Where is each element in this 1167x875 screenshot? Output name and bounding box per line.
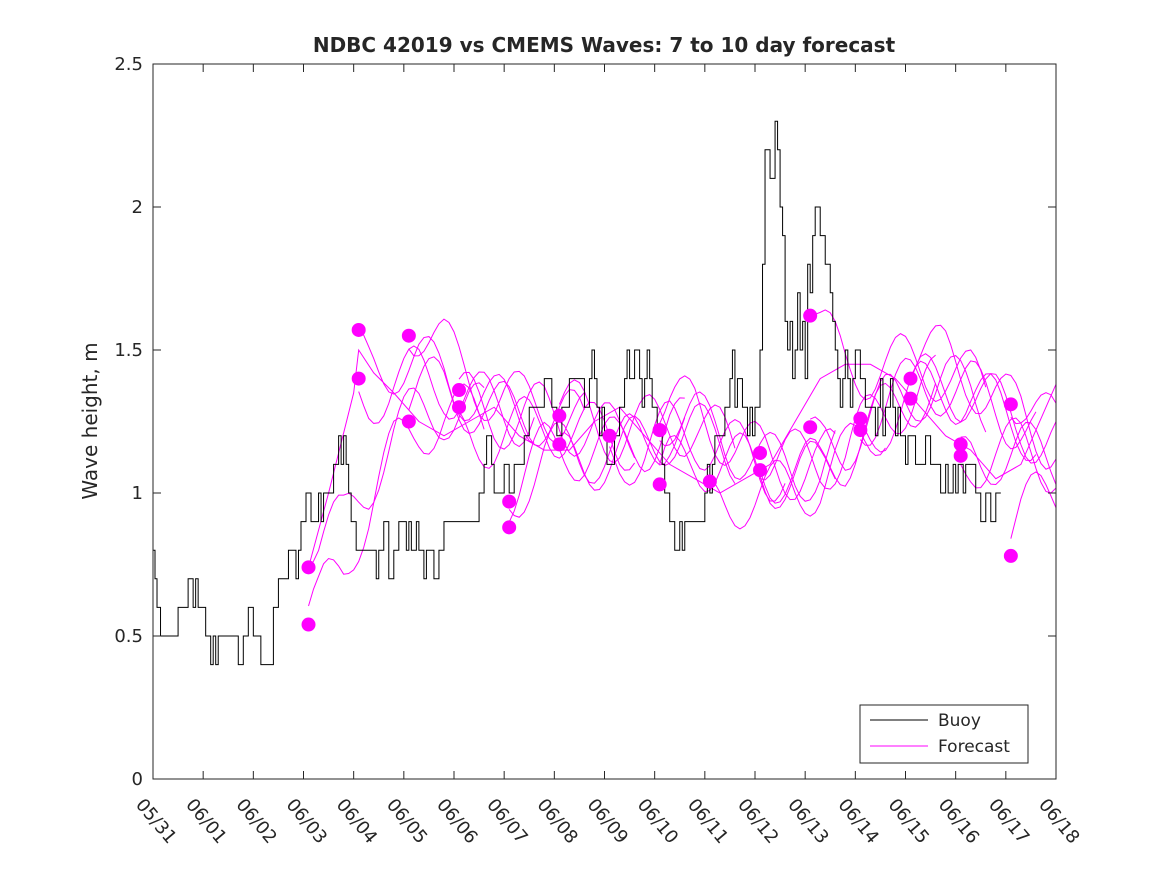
chart-title: NDBC 42019 vs CMEMS Waves: 7 to 10 day f… — [313, 33, 896, 57]
legend-forecast-label: Forecast — [938, 737, 1010, 757]
forecast-start-point — [351, 371, 366, 386]
forecast-start-point — [753, 445, 768, 460]
forecast-start-point — [702, 474, 717, 489]
forecast-start-point — [652, 423, 667, 438]
forecast-run-line — [910, 353, 1057, 464]
forecast-start-point — [351, 322, 366, 337]
forecast-start-point — [401, 414, 416, 429]
forecast-start-point — [452, 400, 467, 415]
buoy-series — [153, 120, 1001, 666]
forecast-run-line — [759, 354, 936, 490]
forecast-start-point — [502, 520, 517, 535]
forecast-run-line — [659, 391, 836, 502]
legend-buoy-label: Buoy — [938, 711, 981, 731]
forecast-run-line — [508, 397, 685, 523]
buoy-line — [153, 120, 1001, 666]
forecast-run-line — [558, 379, 736, 464]
y-axis-label: Wave height, m — [78, 342, 102, 499]
forecast-run-line — [659, 432, 836, 509]
forecast-run-line — [859, 357, 1037, 450]
forecast-start-point — [803, 420, 818, 435]
forecast-start-points — [301, 308, 1018, 632]
forecast-start-point — [1003, 397, 1018, 412]
forecast-start-point — [903, 371, 918, 386]
forecast-start-point — [552, 408, 567, 423]
forecast-run-line — [358, 329, 535, 444]
forecast-series — [308, 348, 1057, 568]
forecast-run-line — [1010, 392, 1057, 425]
y-tick-label: 1 — [132, 483, 143, 504]
forecast-start-point — [301, 617, 316, 632]
forecast-run-line — [508, 413, 686, 518]
forecast-run-line — [559, 402, 736, 491]
forecast-start-point — [753, 463, 768, 478]
forecast-start-point — [602, 428, 617, 443]
forecast-start-point — [803, 308, 818, 323]
forecast-start-point — [953, 448, 968, 463]
forecast-start-point — [853, 423, 868, 438]
forecast-start-point — [452, 383, 467, 398]
y-tick-label: 1.5 — [114, 340, 143, 361]
forecast-start-point — [1003, 548, 1018, 563]
y-tick-label: 0 — [132, 769, 143, 790]
y-tick-label: 2 — [132, 197, 143, 218]
forecast-run-line — [960, 417, 1057, 494]
forecast-start-point — [552, 437, 567, 452]
forecast-start-point — [502, 494, 517, 509]
forecast-run-line — [1010, 471, 1057, 539]
y-tick-label: 2.5 — [114, 54, 143, 75]
forecast-run-line — [358, 345, 535, 448]
legend: Buoy Forecast — [859, 704, 1029, 764]
forecast-start-point — [903, 391, 918, 406]
forecast-run-line — [859, 360, 1037, 461]
forecast-run-line — [809, 309, 987, 403]
y-axis-ticks: 0 0.5 1 1.5 2 2.5 — [114, 54, 1056, 790]
forecast-start-point — [401, 328, 416, 343]
forecast-run-line — [809, 355, 987, 471]
forecast-run-line — [759, 382, 937, 504]
forecast-run-line — [458, 371, 636, 459]
forecast-run-line — [910, 324, 1057, 470]
y-tick-label: 0.5 — [114, 626, 143, 647]
forecast-line — [308, 348, 1057, 568]
legend-box — [859, 704, 1029, 764]
forecast-start-point — [301, 560, 316, 575]
forecast-start-point — [652, 477, 667, 492]
